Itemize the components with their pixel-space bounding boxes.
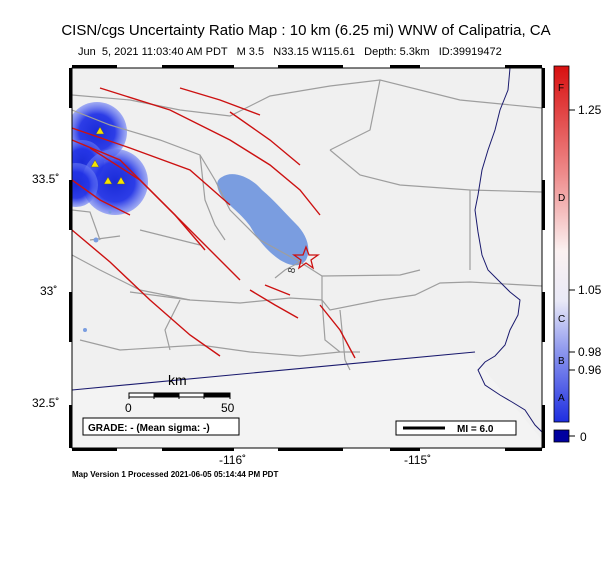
lat-tick-33: 33˚	[40, 284, 58, 298]
scale-end: 50	[221, 401, 235, 415]
scale-segment	[204, 393, 230, 397]
uncertainty-blob	[72, 163, 98, 207]
scale-label: km	[168, 372, 187, 388]
colorbar	[553, 65, 570, 423]
grade-letter-a: A	[558, 393, 565, 404]
small-lake	[108, 210, 112, 214]
map-title: CISN/cgs Uncertainty Ratio Map : 10 km (…	[61, 22, 551, 39]
grade-letter-b: B	[558, 356, 565, 367]
lon-tick-116: -116˚	[219, 453, 247, 467]
colorbar-zero-swatch	[553, 429, 570, 443]
grade-letter-c: C	[558, 314, 566, 325]
small-lake	[93, 237, 99, 243]
scale-start: 0	[125, 401, 132, 415]
international-border	[72, 351, 476, 391]
frame-ticks	[69, 65, 545, 451]
grade-letter-d: D	[558, 193, 566, 204]
grade-text: GRADE: - (Mean sigma: -)	[88, 423, 210, 434]
lon-tick-115: -115˚	[404, 453, 432, 467]
scale-segment	[154, 393, 179, 397]
state-border	[474, 68, 542, 433]
mi-legend-box	[395, 420, 517, 436]
lat-tick-33-5: 33.5˚	[32, 172, 60, 186]
faults	[72, 87, 356, 359]
colorbar-value: 0.96	[578, 363, 602, 377]
salton-sea	[217, 174, 309, 266]
small-lake	[83, 328, 87, 332]
road-label: 8	[287, 266, 299, 274]
lat-tick-32-5: 32.5˚	[32, 396, 60, 410]
epicenter-star	[291, 245, 321, 270]
roads	[72, 79, 542, 371]
colorbar-value: 1.05	[578, 283, 602, 297]
colorbar-value: 0.98	[578, 345, 602, 359]
colorbar-value: 1.25	[578, 103, 602, 117]
processing-info: Map Version 1 Processed 2021-06-05 05:14…	[72, 470, 279, 479]
colorbar-value: 0	[580, 430, 587, 444]
colorbar-ticks	[569, 109, 575, 437]
mi-legend-text: MI = 6.0	[457, 424, 494, 435]
event-info: Jun 5, 2021 11:03:40 AM PDT M 3.5 N33.15…	[78, 46, 502, 58]
grade-box	[82, 417, 240, 436]
grade-letter-f: F	[558, 83, 565, 94]
seismic-stations	[90, 126, 126, 185]
